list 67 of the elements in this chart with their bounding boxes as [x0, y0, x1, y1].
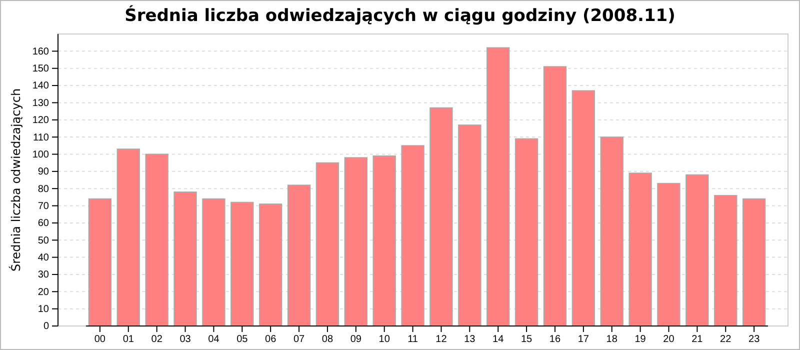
bar — [514, 138, 538, 326]
y-tick-label: 20 — [38, 286, 50, 298]
x-tick-label: 10 — [378, 334, 390, 346]
bar — [742, 198, 766, 326]
x-tick-label: 03 — [180, 334, 192, 346]
y-tick-label: 10 — [38, 304, 50, 316]
x-tick-label: 01 — [122, 334, 134, 346]
bar — [430, 107, 453, 326]
x-tick-label: 16 — [549, 334, 561, 346]
x-tick-label: 12 — [436, 334, 448, 346]
y-axis-title: Średnia liczba odwiedzających — [8, 88, 23, 272]
x-tick-label: 21 — [692, 334, 704, 346]
y-tick-label: 110 — [33, 132, 50, 144]
bar — [88, 198, 112, 326]
y-tick-label: 50 — [38, 235, 50, 246]
y-tick-label: 60 — [38, 218, 50, 230]
x-tick-label: 06 — [265, 334, 277, 346]
bar — [714, 194, 738, 326]
bar — [258, 204, 282, 326]
y-tick-label: 70 — [38, 200, 50, 212]
x-tick-label: 17 — [578, 334, 590, 346]
bar — [116, 148, 140, 326]
x-tick-label: 00 — [94, 334, 106, 346]
x-tick-label: 19 — [634, 334, 646, 346]
bar — [316, 162, 340, 326]
x-tick-label: 18 — [606, 334, 618, 346]
bar — [628, 172, 652, 326]
x-tick-label: 04 — [208, 334, 220, 346]
x-tick-label: 15 — [520, 334, 533, 346]
bar — [344, 157, 368, 326]
y-tick-label: 130 — [32, 98, 50, 109]
chart-title: Średnia liczba odwiedzających w ciągu godziny (2008.11) — [124, 5, 676, 26]
y-tick-label: 150 — [32, 64, 50, 75]
y-tick-label: 80 — [38, 184, 50, 195]
x-tick-label: 05 — [236, 334, 248, 346]
bar — [174, 192, 197, 326]
bar — [486, 47, 510, 326]
bar — [600, 136, 624, 326]
y-tick-label: 0 — [43, 321, 50, 332]
bar — [401, 145, 424, 326]
x-tick-label: 22 — [720, 334, 732, 346]
bar — [543, 66, 567, 326]
bar — [686, 174, 709, 326]
x-tick-label: 13 — [464, 334, 476, 346]
x-tick-label: 07 — [293, 334, 306, 346]
y-tick-label: 140 — [32, 80, 50, 92]
y-tick-label: 160 — [32, 46, 50, 58]
y-tick-label: 100 — [32, 149, 50, 160]
x-tick-label: 11 — [408, 334, 418, 346]
bar — [572, 90, 596, 326]
x-tick-label: 08 — [322, 334, 334, 346]
bar — [202, 198, 226, 326]
bar — [230, 202, 254, 326]
x-tick-label: 02 — [151, 334, 163, 346]
bar — [287, 184, 311, 326]
y-tick-label: 40 — [38, 252, 50, 264]
bar — [458, 124, 482, 326]
y-tick-label: 90 — [38, 166, 50, 178]
y-tick-label: 120 — [32, 115, 50, 126]
x-tick-label: 20 — [663, 334, 675, 346]
bar — [145, 154, 168, 326]
bar — [657, 182, 680, 326]
y-tick-label: 30 — [38, 270, 50, 281]
bar — [372, 155, 396, 326]
x-tick-label: 09 — [350, 334, 362, 346]
x-tick-label: 14 — [492, 334, 504, 346]
x-tick-label: 23 — [748, 334, 760, 346]
